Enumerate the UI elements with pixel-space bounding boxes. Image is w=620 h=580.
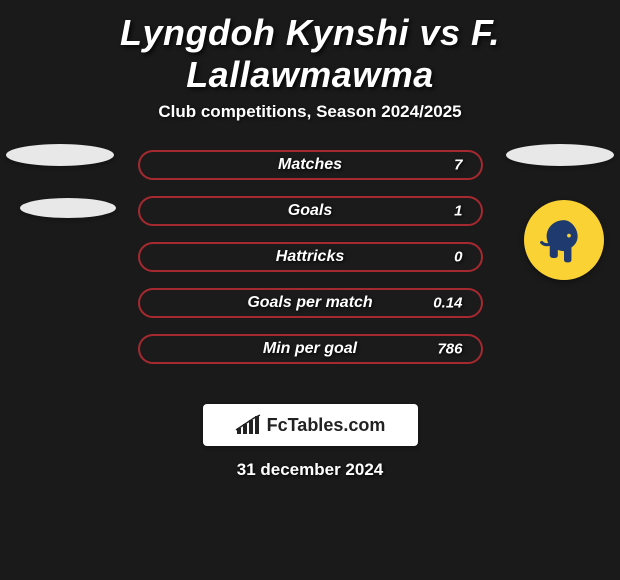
stat-label: Matches: [278, 156, 342, 174]
stat-rows: Matches 7 Goals 1 Hattricks 0 Goals per …: [138, 150, 483, 364]
stat-value: 0.14: [433, 295, 462, 312]
stat-row-goals-per-match: Goals per match 0.14: [138, 288, 483, 318]
brand-text: FcTables.com: [267, 415, 386, 436]
stat-row-goals: Goals 1: [138, 196, 483, 226]
bar-chart-icon: [235, 414, 261, 436]
club-badge-kerala-blasters: [524, 200, 604, 280]
stats-area: Matches 7 Goals 1 Hattricks 0 Goals per …: [0, 150, 620, 398]
stat-value: 7: [454, 157, 462, 174]
ellipse-marker: [6, 144, 114, 166]
stat-value: 786: [437, 341, 462, 358]
infographic-container: Lyngdoh Kynshi vs F. Lallawmawma Club co…: [0, 0, 620, 480]
elephant-icon: [533, 209, 595, 271]
stat-label: Goals per match: [247, 294, 372, 312]
stat-row-matches: Matches 7: [138, 150, 483, 180]
stat-value: 0: [454, 249, 462, 266]
stat-label: Hattricks: [276, 248, 344, 266]
stat-label: Min per goal: [263, 340, 357, 358]
ellipse-marker: [20, 198, 116, 218]
ellipse-marker: [506, 144, 614, 166]
subtitle: Club competitions, Season 2024/2025: [0, 102, 620, 122]
page-title: Lyngdoh Kynshi vs F. Lallawmawma: [0, 0, 620, 102]
brand-box: FcTables.com: [203, 404, 418, 446]
date-line: 31 december 2024: [0, 460, 620, 480]
stat-row-min-per-goal: Min per goal 786: [138, 334, 483, 364]
left-player-markers: [6, 144, 116, 250]
stat-label: Goals: [288, 202, 332, 220]
stat-row-hattricks: Hattricks 0: [138, 242, 483, 272]
stat-value: 1: [454, 203, 462, 220]
right-player-markers: [506, 144, 614, 166]
